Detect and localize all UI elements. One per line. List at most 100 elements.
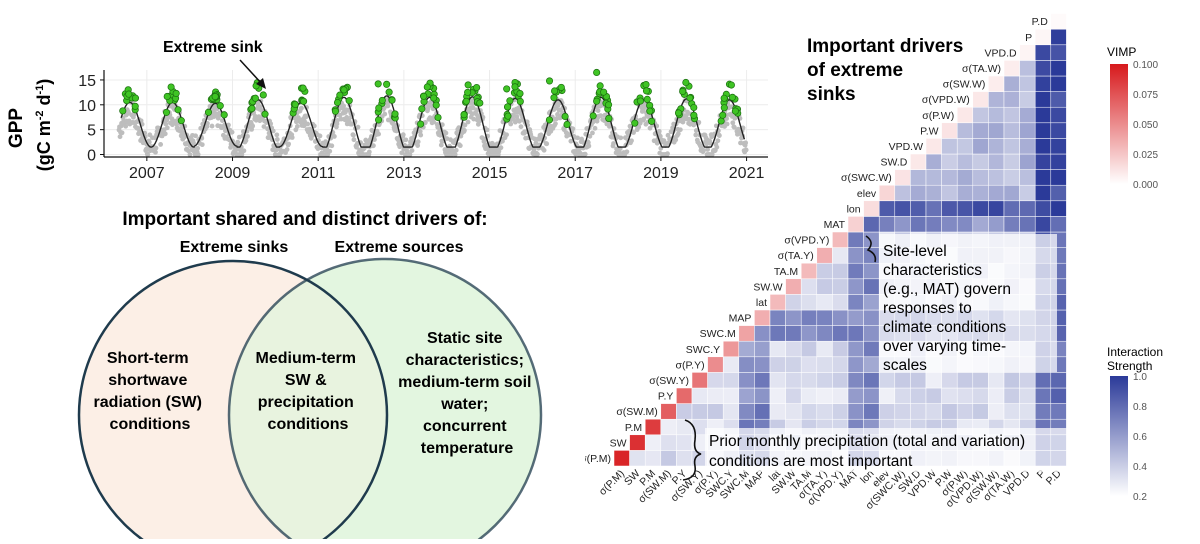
extreme-sink-point <box>163 92 171 101</box>
extreme-sink-point <box>299 84 307 92</box>
heatmap-cell <box>941 184 958 202</box>
heatmap-cell <box>738 403 755 420</box>
gpp-point <box>504 132 509 138</box>
heatmap-cell <box>988 122 1005 139</box>
gpp-point <box>500 138 505 144</box>
gpp-point <box>587 133 593 139</box>
gpp-point <box>345 107 351 113</box>
heatmap-cell <box>941 169 958 186</box>
heatmap-cell <box>1050 106 1067 124</box>
gpp-point <box>292 115 298 121</box>
heatmap-cell <box>1050 122 1067 139</box>
extreme-sink-point <box>605 114 613 122</box>
gpp-point <box>624 149 630 155</box>
diagonal-label: σ(P.M) <box>585 453 611 465</box>
heatmap-cell <box>816 372 833 389</box>
heatmap-cell <box>800 387 818 404</box>
heatmap-cell <box>1003 122 1020 139</box>
heatmap-cell <box>847 356 864 373</box>
extreme-sink-arrow <box>239 59 263 85</box>
extreme-sink-point <box>682 78 690 87</box>
diagonal-label: P.M <box>625 422 642 434</box>
diagonal-label: σ(SW.M) <box>616 406 657 418</box>
heatmap-cell <box>956 169 974 186</box>
x-axis-label: σ(P.M) <box>597 468 627 498</box>
heatmap-cell <box>894 184 911 202</box>
interaction-tick: 0.4 <box>1133 462 1147 473</box>
heatmap-cell <box>972 138 989 155</box>
heatmap-cell <box>863 278 880 295</box>
gpp-point <box>665 132 671 138</box>
heatmap-cell <box>956 138 974 155</box>
extreme-sink-point <box>545 116 554 124</box>
extreme-sink-point <box>131 94 139 102</box>
heatmap-cell <box>644 450 662 467</box>
heatmap-cell <box>863 216 880 233</box>
heatmap-cell <box>1050 138 1067 155</box>
gpp-point <box>223 128 228 134</box>
diagonal-label: σ(VPD.Y) <box>784 235 829 247</box>
heatmap-cell <box>1003 200 1020 217</box>
gpp-point <box>185 148 191 154</box>
gpp-point <box>465 119 471 125</box>
diagonal-label: SW <box>610 437 627 449</box>
extreme-sink-point <box>643 95 651 103</box>
gpp-point <box>137 130 143 135</box>
gpp-point <box>731 124 737 130</box>
extreme-sink-point <box>375 116 383 124</box>
interaction-tick: 1.0 <box>1133 372 1147 383</box>
heatmap-cell <box>1019 91 1036 108</box>
extreme-sink-point <box>476 99 484 107</box>
gpp-point <box>399 150 405 156</box>
heatmap-cell <box>925 216 942 233</box>
gpp-point <box>400 132 406 138</box>
heatmap-cell <box>1034 106 1052 124</box>
gpp-point <box>371 143 376 149</box>
gpp-point <box>598 113 604 119</box>
gpp-timeseries-panel: 0 5 10 15 2007 2009 2011 2013 2015 2017 2019 2021 G… <box>0 0 780 195</box>
heatmap-cell <box>785 309 802 326</box>
gpp-point <box>274 132 280 138</box>
heatmap-cell <box>1003 153 1020 170</box>
gpp-point <box>438 142 444 148</box>
extreme-sink-point <box>561 112 569 121</box>
heatmap-cell <box>832 247 849 264</box>
diagonal-label: VPD.W <box>889 141 924 153</box>
diagonal-label: σ(P.W) <box>922 110 954 122</box>
heatmap-cell <box>1050 28 1067 46</box>
gpp-point <box>385 103 391 109</box>
extreme-sink-point <box>432 101 440 109</box>
heatmap-cell <box>832 325 849 342</box>
gpp-point <box>366 149 372 155</box>
extreme-sink-point <box>690 111 698 119</box>
gpp-point <box>743 140 749 146</box>
diagonal-label: σ(VPD.W) <box>922 94 970 106</box>
heatmap-cell <box>925 153 942 170</box>
heatmap-cell <box>1034 138 1052 155</box>
heatmap-cell <box>816 294 833 311</box>
diagonal-label: σ(SW.W) <box>943 79 986 91</box>
heatmap-cell <box>691 372 708 389</box>
gpp-point <box>284 147 290 152</box>
heatmap-cell <box>956 403 974 420</box>
x-tick-label: 2011 <box>301 165 336 182</box>
gpp-point <box>418 132 424 138</box>
diagonal-label: lon <box>847 203 861 215</box>
gpp-point <box>535 151 540 157</box>
heatmap-cell <box>894 216 911 233</box>
extreme-sink-point <box>385 88 393 96</box>
heatmap-cell <box>894 169 911 186</box>
venn-overlap-region <box>229 261 387 544</box>
extreme-sink-point <box>506 97 514 105</box>
gpp-point <box>123 123 129 129</box>
gpp-point <box>730 120 736 126</box>
extreme-sink-point <box>300 97 308 105</box>
gpp-point <box>145 152 151 157</box>
gpp-point <box>568 138 574 144</box>
heatmap-cell <box>956 216 974 233</box>
heatmap-cell <box>691 387 708 404</box>
extreme-sink-point <box>216 102 224 110</box>
x-tick-label: 2019 <box>643 165 679 182</box>
heatmap-cell <box>988 169 1005 186</box>
heatmap-cell <box>754 356 771 373</box>
